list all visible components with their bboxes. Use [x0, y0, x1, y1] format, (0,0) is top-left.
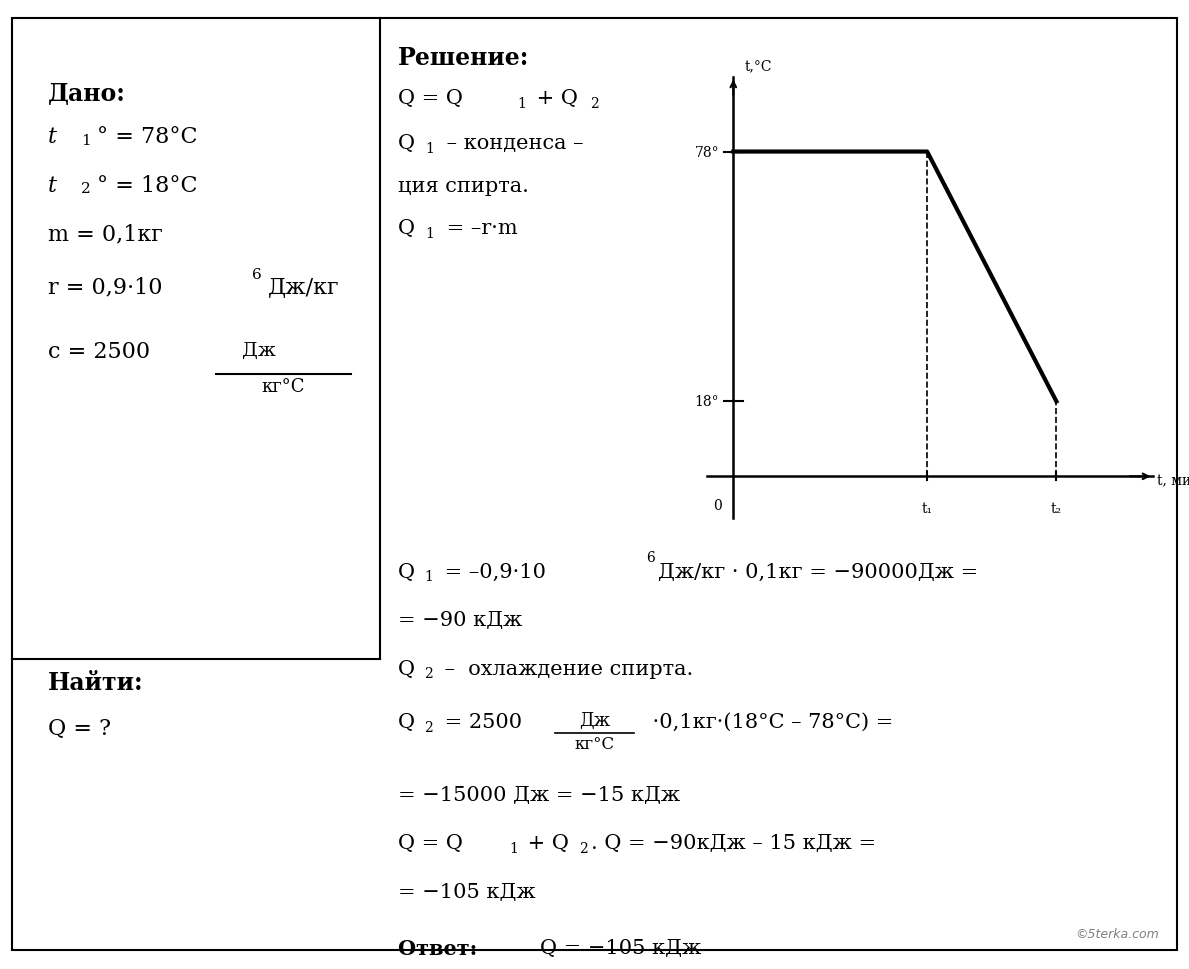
Text: ° = 78°C: ° = 78°C [97, 126, 199, 148]
Text: 6: 6 [646, 550, 654, 564]
Text: = –r·m: = –r·m [440, 219, 517, 238]
Text: ция спирта.: ция спирта. [398, 176, 529, 196]
Text: = −105 кДж: = −105 кДж [398, 882, 536, 901]
Text: 18°: 18° [694, 395, 719, 409]
Text: t: t [48, 174, 57, 197]
Text: 0: 0 [712, 499, 722, 513]
Text: 2: 2 [590, 97, 598, 110]
Text: t₂: t₂ [1051, 502, 1062, 516]
Text: 2: 2 [424, 720, 433, 734]
Text: Дж: Дж [243, 341, 276, 359]
Text: + Q: + Q [530, 89, 578, 109]
Text: Q: Q [398, 219, 415, 238]
Text: r = 0,9·10: r = 0,9·10 [48, 276, 162, 298]
Text: t,°C: t,°C [746, 59, 773, 74]
Text: Q: Q [398, 712, 415, 732]
Text: Q = Q: Q = Q [398, 89, 464, 109]
Text: 2: 2 [579, 841, 587, 855]
Text: 1: 1 [517, 97, 526, 110]
Text: Дж/кг: Дж/кг [268, 276, 339, 298]
Text: ° = 18°C: ° = 18°C [97, 174, 199, 197]
Text: = −90 кДж: = −90 кДж [398, 610, 523, 630]
Text: = −15000 Дж = −15 кДж: = −15000 Дж = −15 кДж [398, 785, 680, 804]
Text: 1: 1 [509, 841, 517, 855]
Text: кг°С: кг°С [574, 735, 615, 753]
Text: t: t [48, 126, 57, 148]
Text: 1: 1 [426, 141, 434, 155]
Text: t₁: t₁ [921, 502, 932, 516]
Text: 1: 1 [424, 570, 433, 583]
Text: c = 2500: c = 2500 [48, 341, 157, 363]
Text: кг°С: кг°С [262, 378, 304, 396]
Text: Q: Q [398, 134, 415, 153]
Text: Найти:: Найти: [48, 671, 143, 695]
Text: Q: Q [398, 562, 415, 581]
Text: + Q: + Q [521, 833, 568, 853]
Text: = –0,9·10: = –0,9·10 [438, 562, 546, 581]
Text: t, мин: t, мин [1157, 474, 1189, 488]
Text: Решение:: Решение: [398, 46, 529, 70]
Text: Q = ?: Q = ? [48, 717, 111, 739]
Text: 6: 6 [252, 267, 262, 281]
Text: 2: 2 [424, 667, 433, 680]
Text: ·0,1кг·(18°C – 78°C) =: ·0,1кг·(18°C – 78°C) = [646, 712, 893, 732]
Text: 2: 2 [81, 182, 90, 196]
Text: Дж: Дж [579, 711, 610, 730]
Text: Дано:: Дано: [48, 82, 125, 107]
Text: – конденса –: – конденса – [440, 134, 584, 153]
FancyBboxPatch shape [12, 19, 1177, 950]
Text: . Q = −90кДж – 15 кДж =: . Q = −90кДж – 15 кДж = [591, 833, 876, 853]
Text: ©5terka.com: ©5terka.com [1076, 927, 1159, 940]
Text: m = 0,1кг: m = 0,1кг [48, 223, 163, 245]
Text: Q: Q [398, 659, 415, 678]
Text: 1: 1 [426, 227, 434, 240]
Text: Ответ:: Ответ: [398, 938, 485, 958]
Text: 1: 1 [81, 134, 90, 147]
Text: Q = −105 кДж: Q = −105 кДж [540, 938, 702, 957]
Text: = 2500: = 2500 [438, 712, 528, 732]
Text: –  охлаждение спирта.: – охлаждение спирта. [438, 659, 693, 678]
Text: Дж/кг · 0,1кг = −90000Дж =: Дж/кг · 0,1кг = −90000Дж = [658, 562, 977, 581]
Text: Q = Q: Q = Q [398, 833, 464, 853]
Text: 78°: 78° [694, 145, 719, 159]
